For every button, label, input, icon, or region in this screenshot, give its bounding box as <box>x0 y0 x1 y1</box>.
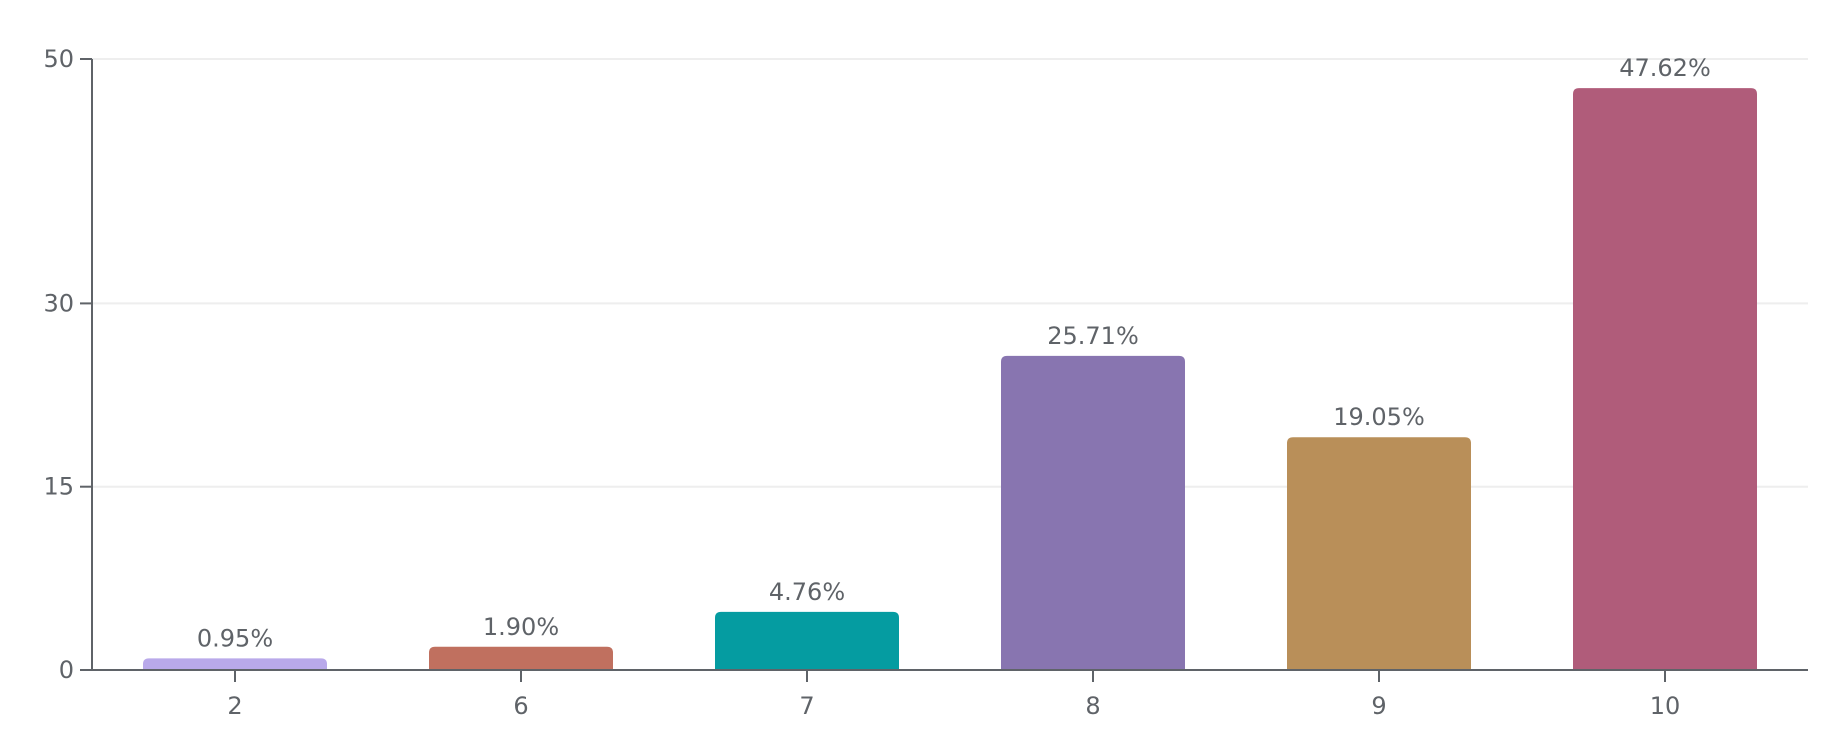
bar-7 <box>715 611 899 670</box>
y-tick-label: 30 <box>43 289 74 317</box>
bars-layer <box>143 88 1757 670</box>
y-tick-label: 0 <box>59 656 74 684</box>
x-tick-label-2: 2 <box>227 692 242 720</box>
y-tick-label: 15 <box>43 473 74 501</box>
bar-6 <box>429 646 613 670</box>
x-tick-label-6: 6 <box>513 692 528 720</box>
value-label-2: 0.95% <box>197 624 273 652</box>
value-label-7: 4.76% <box>769 578 845 606</box>
value-label-9: 19.05% <box>1333 403 1425 431</box>
bar-8 <box>1001 355 1185 670</box>
bar-9 <box>1287 437 1471 670</box>
x-tick-label-8: 8 <box>1085 692 1100 720</box>
value-label-6: 1.90% <box>483 613 559 641</box>
bar-2 <box>143 658 327 670</box>
value-label-10: 47.62% <box>1619 54 1711 82</box>
x-tick-label-7: 7 <box>799 692 814 720</box>
x-tick-label-10: 10 <box>1650 692 1681 720</box>
bar-10 <box>1573 88 1757 670</box>
x-tick-label-9: 9 <box>1371 692 1386 720</box>
y-tick-label: 50 <box>43 45 74 73</box>
grid-layer <box>92 58 1808 488</box>
value-label-8: 25.71% <box>1047 322 1139 350</box>
labels-layer: 0 15 30 50 0.95% 2 1.90% 6 4.76% 7 25.71% 8 19.05% 9 4… <box>43 45 1710 720</box>
axes-layer <box>80 58 1808 682</box>
